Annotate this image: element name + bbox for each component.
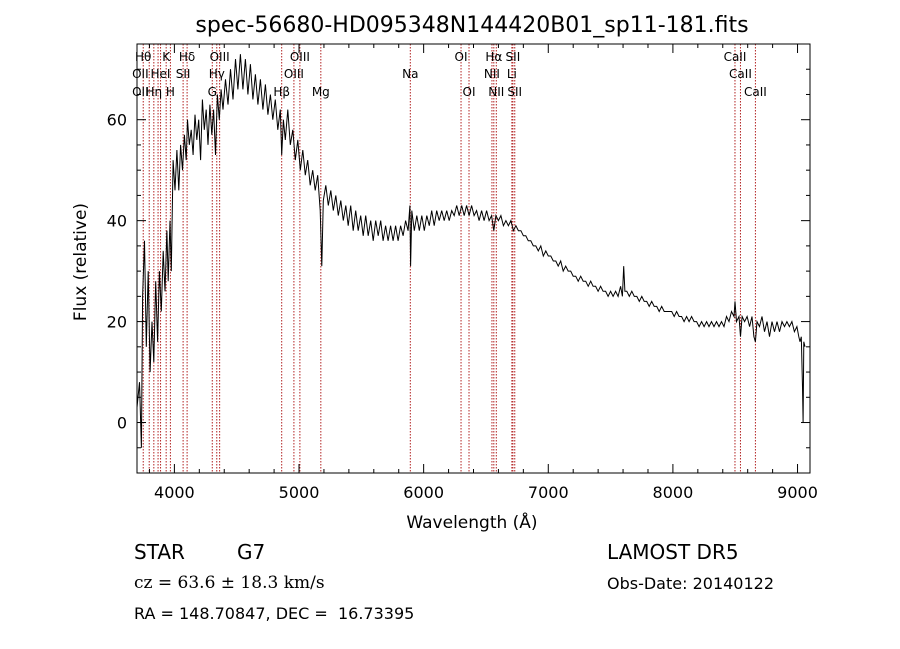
line-label: Hη [146,85,163,99]
line-label: OIII [284,67,304,81]
y-tick-label: 40 [107,212,127,231]
coordinates: RA = 148.70847, DEC = 16.73395 [134,604,415,623]
x-tick-label: 5000 [279,483,320,502]
line-label: Hθ [135,50,151,64]
line-label: OII [132,67,149,81]
spectral-line-labels: HθHηKHSIIHδGHγOIIIHβOIIIOIIIMgNaOIOINIIH… [132,50,767,99]
line-label: NII [484,67,500,81]
line-label: G [208,85,217,99]
line-label: OII [132,85,149,99]
x-tick-label: 6000 [403,483,444,502]
line-label: Na [402,67,418,81]
survey-name: LAMOST DR5 [607,540,739,564]
line-label: CaII [724,50,747,64]
line-label: Hγ [209,67,225,81]
chart-title: spec-56680-HD095348N144420B01_sp11-181.f… [195,13,748,38]
line-label: Li [507,67,517,81]
plot-frame [136,43,811,474]
line-label: H [166,85,175,99]
x-tick-label: 7000 [528,483,569,502]
spectrum-chart: spec-56680-HD095348N144420B01_sp11-181.f… [71,13,818,533]
line-label: SII [507,85,522,99]
x-tick-label: 9000 [777,483,818,502]
x-axis-label: Wavelength (Å) [406,511,537,533]
x-tick-label: 4000 [154,483,195,502]
line-label: SII [506,50,521,64]
line-label: OIII [210,50,230,64]
spectrum-series [136,54,806,448]
line-label: OI [455,50,468,64]
subclass: G7 [237,540,266,564]
y-axis-label: Flux (relative) [71,203,91,321]
x-tick-label: 8000 [653,483,694,502]
line-label: OIII [290,50,310,64]
line-label: OI [463,85,476,99]
line-label: Hα [485,50,502,64]
x-axis-ticks: 4000 5000 6000 7000 8000 9000 [148,44,818,502]
line-label: CaII [744,85,767,99]
spectral-line-markers [142,44,756,473]
y-tick-label: 60 [107,111,127,130]
y-axis-ticks: 0 20 40 60 [107,43,810,474]
line-label: SII [176,67,191,81]
line-label: HeI [150,67,170,81]
line-label: Mg [312,85,330,99]
y-tick-label: 0 [117,414,127,433]
line-label: CaII [729,67,752,81]
line-label: K [162,50,171,64]
line-label: Hδ [179,50,195,64]
object-class: STAR [134,540,185,564]
obs-date: Obs-Date: 20140122 [607,574,775,593]
line-label: NII [488,85,504,99]
redshift-text: cz = 63.6 ± 18.3 km/s [134,573,325,593]
line-label: Hβ [273,85,290,99]
y-tick-label: 20 [107,313,127,332]
